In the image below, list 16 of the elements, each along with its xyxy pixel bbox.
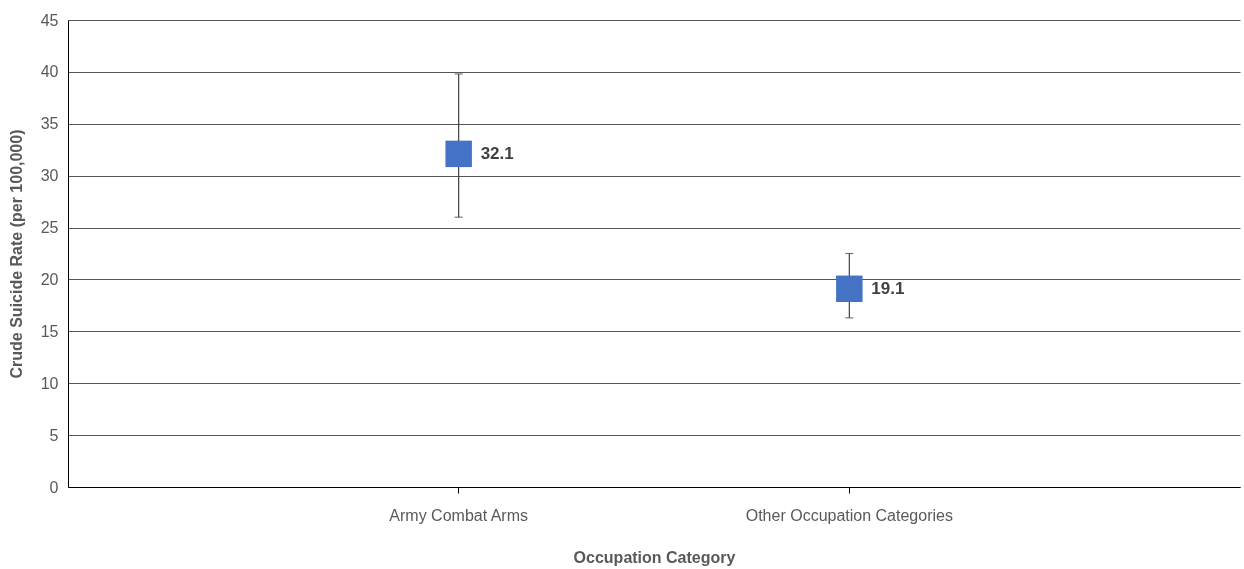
y-tick-label: 5	[49, 426, 59, 444]
y-tick-label: 0	[49, 478, 59, 496]
data-label: 19.1	[871, 278, 905, 298]
y-tick-label: 30	[40, 167, 59, 185]
data-label: 32.1	[480, 143, 514, 163]
y-tick-label: 40	[40, 63, 59, 81]
y-tick-label: 15	[40, 322, 59, 340]
x-tick-label: Other Occupation Categories	[745, 506, 953, 524]
x-axis-title: Occupation Category	[573, 548, 736, 566]
y-tick-label: 20	[40, 270, 59, 288]
x-tick-label: Army Combat Arms	[389, 506, 529, 524]
y-axis-title: Crude Suicide Rate (per 100,000)	[7, 129, 25, 379]
y-tick-label: 25	[40, 219, 59, 237]
y-tick-label: 10	[40, 374, 59, 392]
y-tick-label: 45	[40, 11, 59, 29]
y-tick-label: 35	[40, 115, 59, 133]
